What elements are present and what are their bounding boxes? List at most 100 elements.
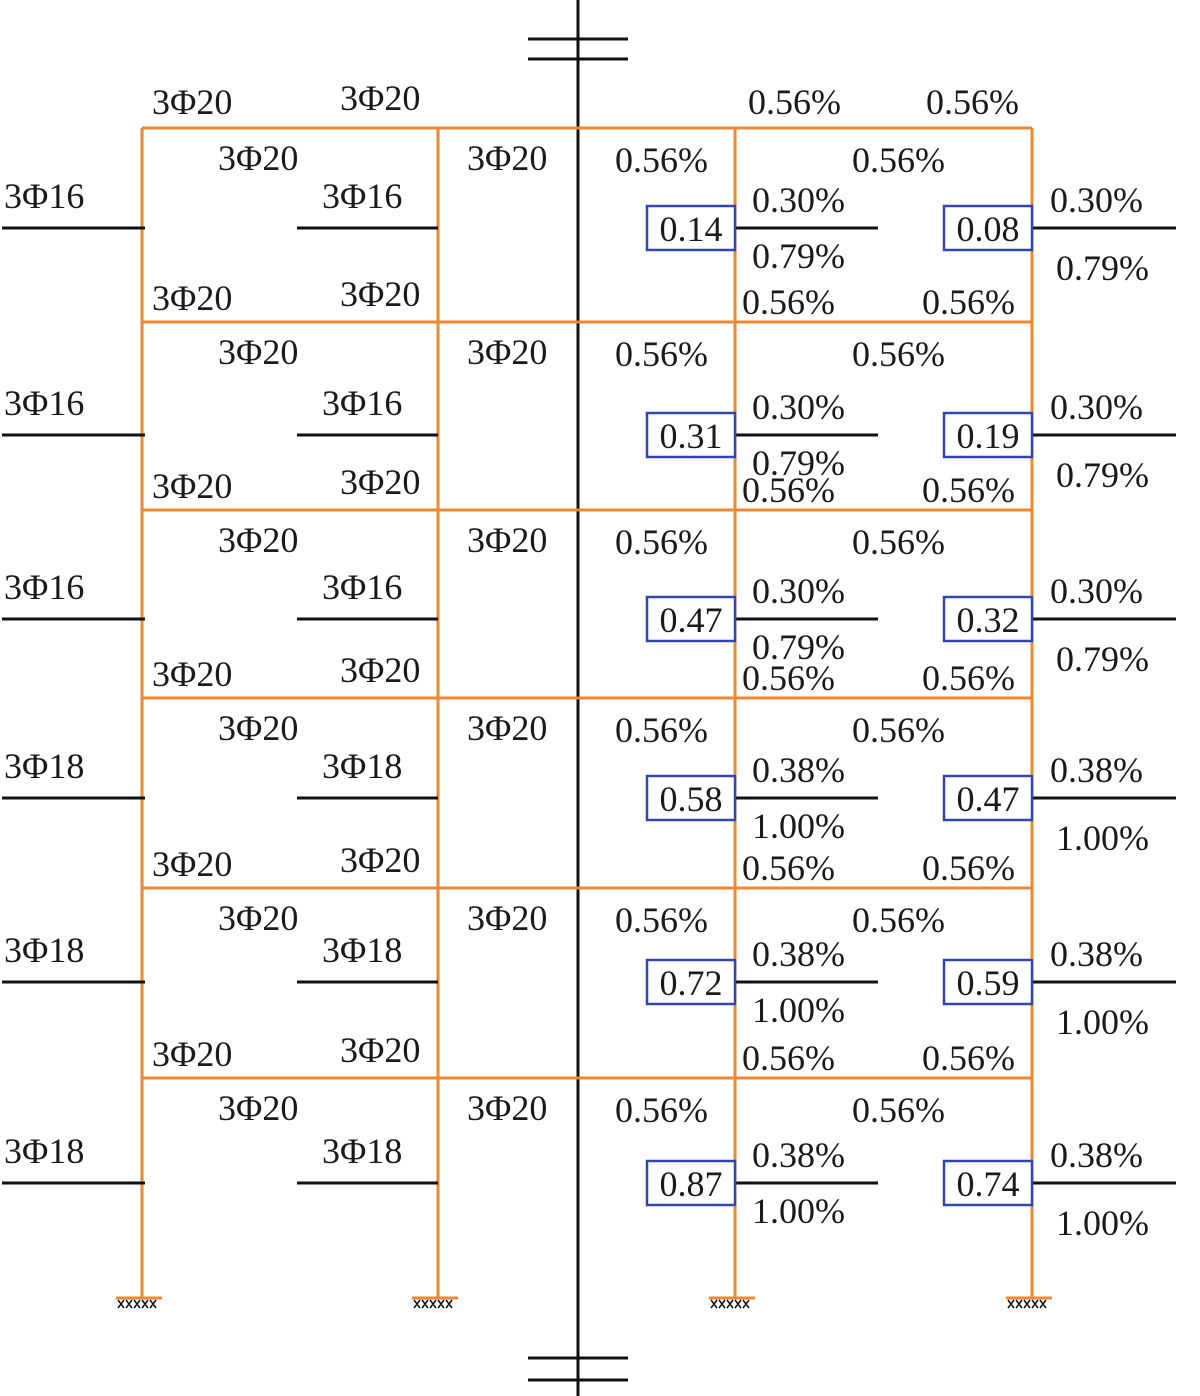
column-ratio-label: 0.79% — [1056, 639, 1149, 679]
column-bar-label: 3Φ16 — [322, 383, 402, 423]
column-bar-label: 3Φ18 — [322, 930, 402, 970]
column-bar-label: 3Φ16 — [322, 176, 402, 216]
beam-ratio-label: 0.56% — [922, 658, 1015, 698]
column-ratio-label: 0.38% — [752, 1135, 845, 1175]
column-ratio-label: 0.38% — [1050, 750, 1143, 790]
beam-top-bar-label: 3Φ20 — [152, 654, 232, 694]
column-ratio-label: 0.30% — [752, 387, 845, 427]
column-bar-label: 3Φ18 — [322, 1131, 402, 1171]
beam-bottom-ratio-label: 0.56% — [852, 900, 945, 940]
beam-bottom-ratio-label: 0.56% — [615, 334, 708, 374]
axial-ratio-box — [645, 595, 737, 643]
axial-ratio-value: 0.47 — [957, 779, 1020, 819]
fixed-support — [709, 1296, 755, 1309]
column-bar-label: 3Φ16 — [322, 567, 402, 607]
beam-top-bar-label: 3Φ20 — [340, 274, 420, 314]
column-ratio-label: 0.79% — [1056, 455, 1149, 495]
outer-column-axial-ratio: 0.32 — [942, 595, 1034, 643]
beam-bottom-ratio-label: 0.56% — [615, 522, 708, 562]
right-storey-labels: 0.56% 0.56% 0.72 0.59 0.38% 1.00% 0.38% 1.00% 0.… — [615, 900, 1176, 1078]
beam-bottom-bar-label: 3Φ20 — [218, 520, 298, 560]
axial-ratio-value: 0.14 — [660, 209, 723, 249]
fixed-support — [412, 1296, 458, 1309]
beam-ratio-label: 0.56% — [922, 470, 1015, 510]
beam-top-bar-label: 3Φ20 — [340, 462, 420, 502]
left-storey-labels: 3Φ20 3Φ20 3Φ18 3Φ18 — [2, 1088, 547, 1185]
beam-ratio-label: 0.56% — [742, 282, 835, 322]
left-storey-labels: 3Φ20 3Φ20 3Φ16 3Φ16 3Φ20 3Φ20 — [2, 332, 547, 506]
beam-bottom-ratio-label: 0.56% — [852, 710, 945, 750]
middle-span-bar-label: 3Φ20 — [467, 332, 547, 372]
beam-bottom-ratio-label: 0.56% — [852, 522, 945, 562]
outer-column-axial-ratio: 0.08 — [942, 204, 1034, 252]
column-ratio-label: 1.00% — [1056, 818, 1149, 858]
axial-ratio-box — [645, 774, 737, 822]
beam-bottom-ratio-label: 0.56% — [852, 1090, 945, 1130]
right-storey-labels: 0.56% 0.56% 0.87 0.74 0.38% 1.00% 0.38% 1.00% — [615, 1090, 1176, 1243]
column-ratio-label: 1.00% — [1056, 1203, 1149, 1243]
axial-ratio-value: 0.47 — [660, 600, 723, 640]
axial-ratio-box — [645, 1159, 737, 1207]
axial-ratio-box — [645, 411, 737, 459]
axial-ratio-box — [645, 958, 737, 1006]
beam-top-bar-label: 3Φ20 — [340, 840, 420, 880]
column-bar-label: 3Φ18 — [322, 746, 402, 786]
inner-column-axial-ratio: 0.47 — [645, 595, 737, 643]
right-storey-labels: 0.56% 0.56%0.58 0.470.38%1.00%0.38%1.00%0.… — [615, 710, 1176, 888]
beam-top-bar-label: 3Φ20 — [152, 82, 232, 122]
beam-top-bar-label: 3Φ20 — [340, 78, 420, 118]
column-ratio-label: 0.30% — [1050, 180, 1143, 220]
beam-ratio-label: 0.56% — [922, 1038, 1015, 1078]
beam-ratio-label: 0.56% — [742, 470, 835, 510]
storey-annotations: 3Φ20 3Φ20 3Φ20 3Φ20 3Φ16 3Φ16 3Φ20 3Φ20 0.56% 0.5… — [2, 78, 1176, 1243]
beam-bottom-ratio-label: 0.56% — [615, 140, 708, 180]
support-hatch — [1007, 1299, 1047, 1309]
frame-beams — [142, 126, 1032, 1080]
beam-ratio-label: 0.56% — [742, 848, 835, 888]
beam-top-bar-label: 3Φ20 — [152, 1034, 232, 1074]
column-ratio-label: 0.79% — [752, 627, 845, 667]
fixed-support — [116, 1296, 162, 1309]
column-bar-label: 3Φ16 — [4, 383, 84, 423]
inner-column-axial-ratio: 0.31 — [645, 411, 737, 459]
axial-ratio-box — [942, 958, 1034, 1006]
axial-ratio-value: 0.87 — [660, 1164, 723, 1204]
fixed-supports — [116, 1296, 1052, 1309]
beam-top-bar-label: 3Φ20 — [340, 1030, 420, 1070]
outer-column-axial-ratio: 0.74 — [942, 1159, 1034, 1207]
beam-bottom-ratio-label: 0.56% — [615, 900, 708, 940]
axial-ratio-value: 0.72 — [660, 963, 723, 1003]
outer-column-axial-ratio: 0.59 — [942, 958, 1034, 1006]
outer-column-axial-ratio: 0.47 — [942, 774, 1034, 822]
axial-ratio-value: 0.74 — [957, 1164, 1020, 1204]
column-ratio-label: 0.79% — [752, 236, 845, 276]
axial-ratio-box — [942, 1159, 1034, 1207]
beam-ratio-label: 0.56% — [926, 82, 1019, 122]
column-ratio-label: 1.00% — [752, 990, 845, 1030]
beam-bottom-ratio-label: 0.56% — [615, 1090, 708, 1130]
axial-ratio-box — [942, 204, 1034, 252]
axial-ratio-value: 0.08 — [957, 209, 1020, 249]
support-hatch — [413, 1299, 453, 1309]
column-ratio-label: 0.30% — [1050, 387, 1143, 427]
middle-span-bar-label: 3Φ20 — [467, 138, 547, 178]
axial-ratio-box — [645, 204, 737, 252]
axial-ratio-value: 0.19 — [957, 416, 1020, 456]
storey-3: 3Φ20 3Φ20 3Φ16 3Φ16 3Φ20 3Φ20 0.56% 0.56% 0.47 0.… — [2, 520, 1176, 698]
column-ratio-label: 0.79% — [752, 443, 845, 483]
axial-ratio-value: 0.32 — [957, 600, 1020, 640]
middle-span-bar-label: 3Φ20 — [467, 898, 547, 938]
beam-bottom-ratio-label: 0.56% — [615, 710, 708, 750]
column-ratio-label: 0.38% — [752, 934, 845, 974]
beam-top-bar-label: 3Φ20 — [152, 278, 232, 318]
middle-span-bar-label: 3Φ20 — [467, 520, 547, 560]
column-ratio-label: 0.79% — [1056, 248, 1149, 288]
left-storey-labels: 3Φ20 3Φ20 3Φ18 3Φ18 3Φ20 3Φ20 — [2, 708, 547, 884]
axial-ratio-value: 0.31 — [660, 416, 723, 456]
inner-column-axial-ratio: 0.87 — [645, 1159, 737, 1207]
storey-4: 3Φ20 3Φ20 3Φ18 3Φ18 3Φ20 3Φ20 0.56% 0.56% 0.58 0.… — [2, 708, 1176, 888]
beam-ratio-label: 0.56% — [922, 848, 1015, 888]
